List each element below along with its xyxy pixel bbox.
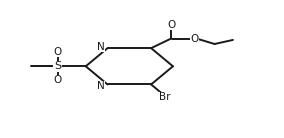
- Text: O: O: [167, 20, 175, 30]
- Text: N: N: [97, 42, 105, 51]
- Text: S: S: [54, 61, 61, 71]
- Text: Br: Br: [159, 92, 171, 102]
- Text: N: N: [97, 81, 105, 91]
- Text: O: O: [191, 34, 199, 44]
- Text: O: O: [53, 75, 62, 86]
- Text: O: O: [53, 47, 62, 57]
